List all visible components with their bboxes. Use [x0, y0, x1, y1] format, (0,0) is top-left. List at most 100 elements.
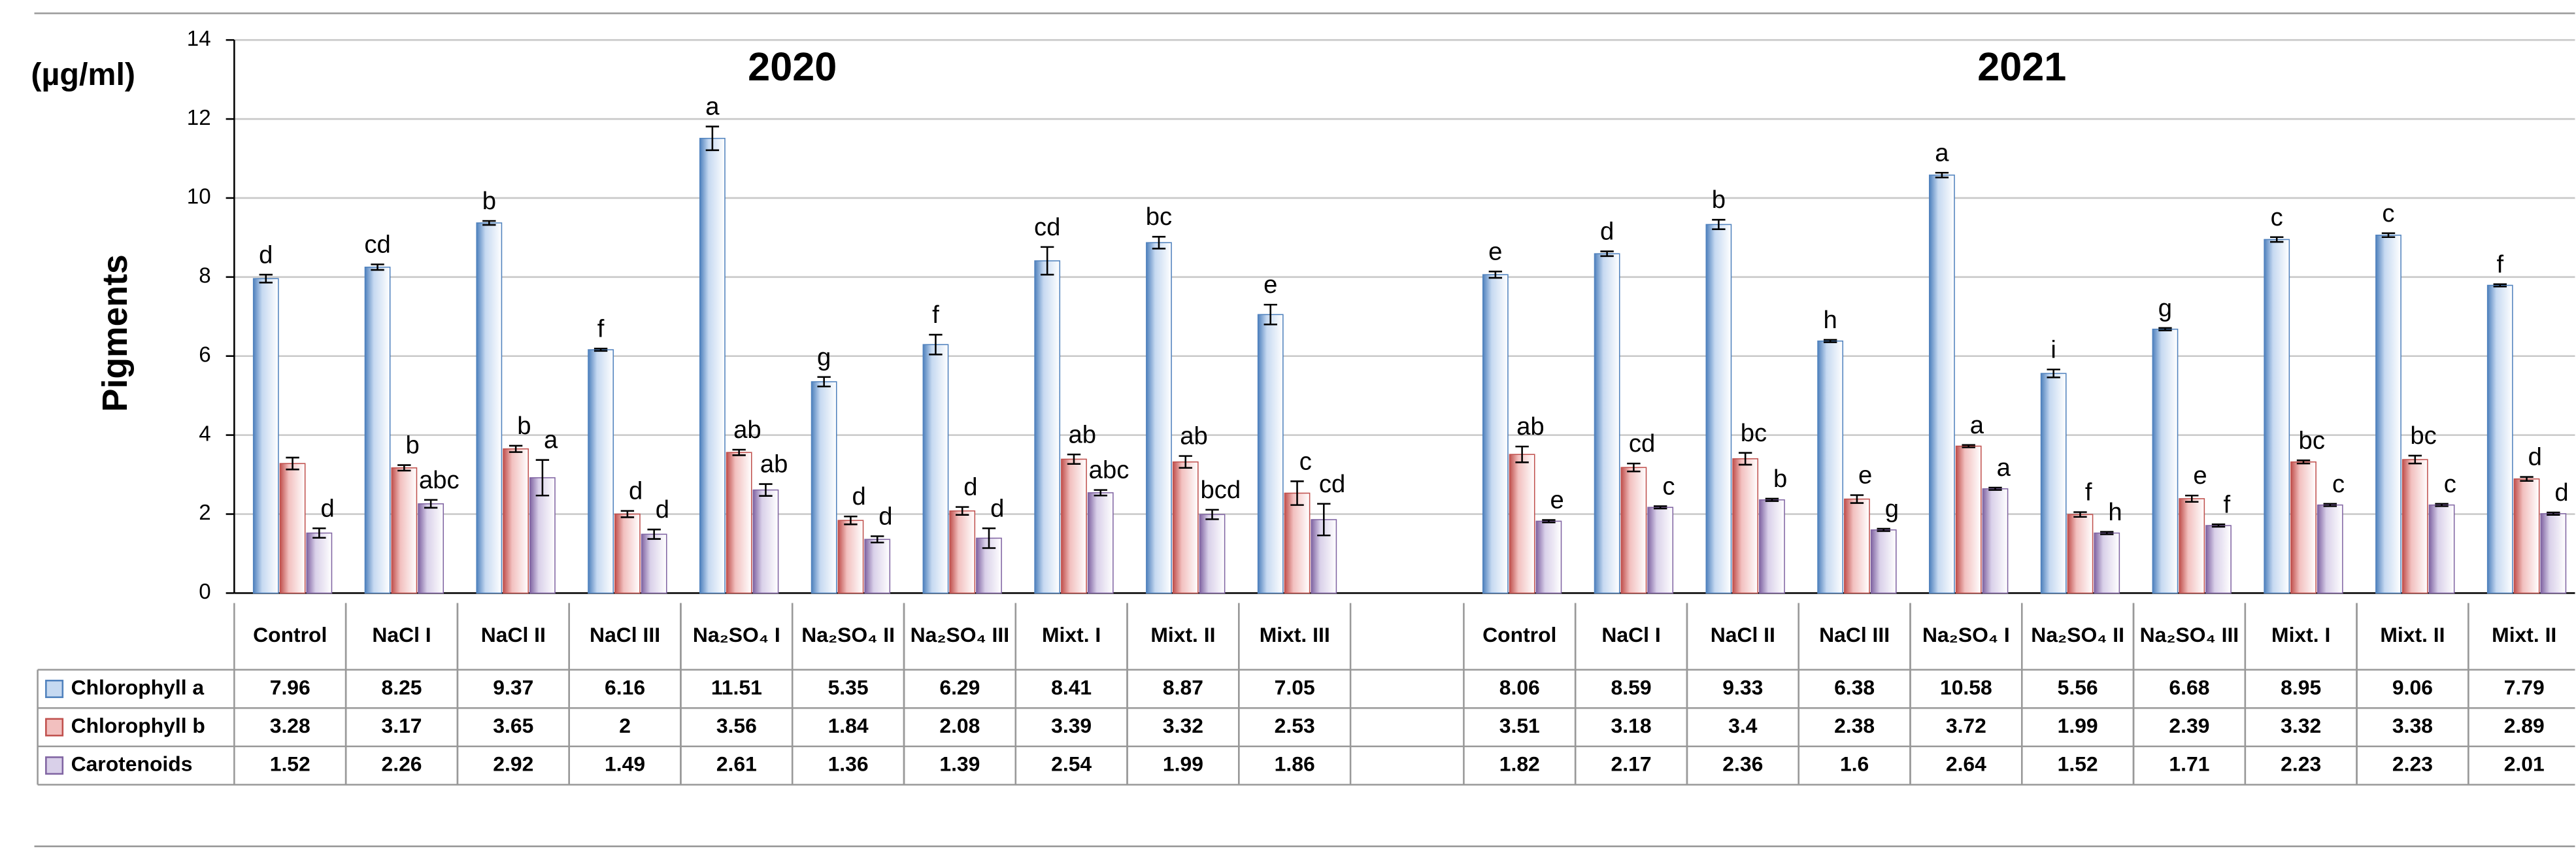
significance-letter: cd — [1629, 429, 1655, 458]
error-bar — [871, 535, 884, 544]
y-tick-label: 4 — [199, 422, 210, 446]
x-tick-label: Na₂SO₄ I — [1922, 623, 2010, 646]
table-value: 2.89 — [2504, 714, 2545, 737]
bar — [1172, 461, 1199, 594]
table-value: 5.56 — [2058, 675, 2098, 699]
significance-letter: c — [2444, 470, 2456, 498]
significance-letter: d — [878, 502, 892, 530]
bar — [1817, 340, 1844, 594]
x-tick-label: NaCl I — [1601, 623, 1660, 646]
table-value: 1.99 — [2058, 714, 2098, 737]
bar — [306, 532, 333, 594]
table-value: 3.32 — [1163, 714, 1203, 737]
significance-letter: g — [817, 343, 831, 371]
significance-letter: e — [1550, 486, 1564, 514]
table-value: 7.79 — [2504, 675, 2545, 699]
significance-letter: a — [1935, 139, 1949, 167]
table-value: 6.38 — [1834, 675, 1875, 699]
error-bar — [2547, 511, 2560, 516]
significance-letter: d — [1600, 218, 1614, 246]
error-bar — [2323, 503, 2337, 507]
significance-letter: a — [705, 93, 720, 121]
bar — [476, 222, 503, 594]
legend-swatch — [45, 756, 64, 775]
significance-letter: b — [517, 412, 531, 440]
significance-letter: bcd — [1200, 476, 1241, 504]
y-tick-label: 8 — [199, 264, 210, 288]
significance-letter: b — [1712, 186, 1726, 214]
error-bar — [1962, 444, 1975, 448]
error-bar — [1935, 171, 1949, 178]
error-bar — [929, 333, 943, 356]
table-value: 9.06 — [2392, 675, 2433, 699]
x-tick-label: Control — [1482, 623, 1556, 646]
significance-letter: a — [1970, 411, 1984, 439]
error-bar — [2185, 494, 2199, 503]
error-bar — [647, 528, 661, 540]
error-bar — [371, 263, 384, 271]
significance-letter: c — [2332, 470, 2345, 498]
x-tick-label: Mixt. II — [1150, 623, 1215, 646]
significance-letter: c — [1299, 447, 1312, 475]
significance-letter: b — [405, 431, 419, 460]
table-value: 2 — [619, 714, 631, 737]
table-value: 1.52 — [2058, 752, 2098, 776]
bar — [279, 463, 306, 594]
table-value: 1.49 — [605, 752, 645, 776]
table-value: 3.32 — [2281, 714, 2321, 737]
table-value: 10.58 — [1940, 675, 1992, 699]
table-value: 1.99 — [1163, 752, 1203, 776]
bar — [2290, 461, 2317, 594]
x-tick-label: Mixt. II — [2492, 623, 2556, 646]
significance-letter: f — [597, 314, 605, 343]
bar — [2428, 504, 2455, 594]
table-value: 1.39 — [939, 752, 980, 776]
significance-letter: g — [2158, 294, 2172, 322]
significance-letter: f — [2496, 250, 2503, 278]
bar — [1982, 488, 2009, 594]
error-bar — [705, 125, 720, 152]
bar — [391, 467, 418, 594]
significance-letter: e — [1263, 271, 1277, 299]
bar — [2375, 234, 2401, 594]
table-value: 7.96 — [270, 675, 310, 699]
error-bar — [1094, 489, 1107, 497]
error-bar — [817, 376, 831, 388]
significance-letter: d — [963, 473, 977, 501]
bar — [2205, 525, 2232, 594]
error-bar — [286, 456, 299, 471]
y-axis-label: Pigments — [96, 254, 135, 412]
error-bar — [1317, 503, 1331, 537]
error-bar — [1067, 453, 1081, 465]
table-value: 8.06 — [1499, 675, 1540, 699]
bar — [1034, 260, 1061, 594]
x-tick-label: Na₂SO₄ III — [911, 623, 1010, 646]
bar — [2264, 239, 2290, 594]
significance-letter: c — [2382, 199, 2394, 227]
bar — [1759, 499, 1785, 594]
table-value: 3.18 — [1611, 714, 1652, 737]
table-value: 2.61 — [716, 752, 757, 776]
table-value: 3.72 — [1946, 714, 1986, 737]
error-bar — [1152, 235, 1166, 250]
error-bar — [1600, 250, 1614, 258]
table-value: 3.51 — [1499, 714, 1540, 737]
bar — [1146, 242, 1172, 594]
significance-letter: e — [1858, 461, 1872, 490]
x-tick-label: Na₂SO₄ II — [801, 623, 895, 646]
x-tick-label: NaCl II — [1711, 623, 1775, 646]
table-value: 3.17 — [382, 714, 422, 737]
significance-letter: b — [1773, 465, 1787, 493]
bar — [1705, 224, 1732, 594]
table-value: 5.35 — [828, 675, 869, 699]
x-tick-label: Mixt. II — [2380, 623, 2445, 646]
significance-letter: d — [259, 241, 273, 269]
significance-letter: ab — [1180, 422, 1208, 450]
y-tick-label: 6 — [199, 343, 210, 367]
table-value: 2.23 — [2281, 752, 2321, 776]
significance-letter: h — [2108, 498, 2122, 526]
table-value: 8.87 — [1163, 675, 1203, 699]
significance-letter: d — [629, 477, 643, 505]
x-tick-label: NaCl I — [372, 623, 431, 646]
